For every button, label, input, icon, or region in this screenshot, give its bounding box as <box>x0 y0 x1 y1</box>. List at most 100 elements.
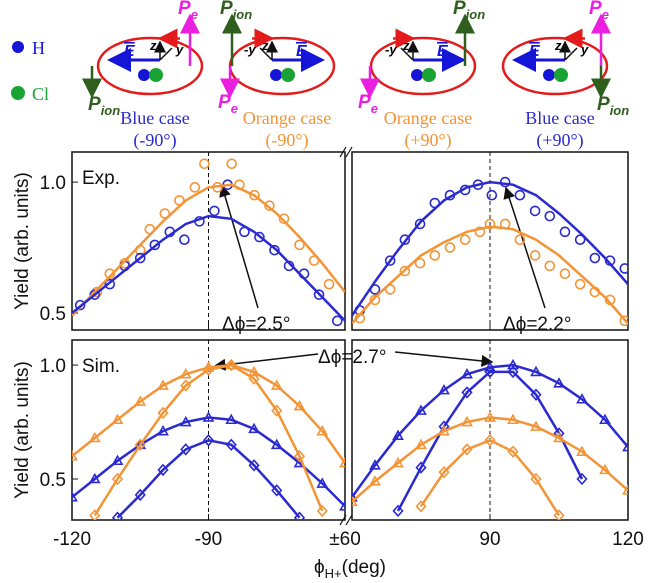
data-point <box>316 425 329 436</box>
data-point <box>91 286 103 298</box>
cl-atom <box>422 68 436 82</box>
pion-label-subscript: ion <box>610 103 630 118</box>
data-point <box>111 511 124 520</box>
data-point <box>369 459 381 470</box>
data-point <box>438 383 450 395</box>
data-point <box>574 278 586 290</box>
x-axis-title-part: ϕ <box>314 557 325 578</box>
x-tick-label: 120 <box>612 529 644 550</box>
data-point <box>399 265 411 277</box>
data-point <box>278 213 290 225</box>
pe-label-subscript: e <box>231 101 238 116</box>
panel-label: Exp. <box>82 168 120 189</box>
case-name: Orange case <box>243 108 331 128</box>
series-group <box>352 176 628 327</box>
data-point <box>576 393 588 404</box>
data-point <box>399 234 411 245</box>
data-point <box>270 438 283 450</box>
data-point <box>369 294 381 306</box>
data-point <box>414 257 426 269</box>
data-point <box>553 509 565 520</box>
e-field-label: E <box>296 43 308 60</box>
pe-label: Pe <box>178 0 198 22</box>
data-point <box>157 406 169 420</box>
data-point <box>134 395 147 406</box>
data-point <box>529 205 541 217</box>
x-axis-title-part: H+ <box>325 566 342 581</box>
y-axis <box>564 47 578 61</box>
y-axis <box>400 47 414 61</box>
data-point <box>352 495 358 507</box>
data-point <box>209 205 220 217</box>
pion-label-symbol: P <box>88 94 101 115</box>
pion-label-symbol: P <box>597 94 610 115</box>
data-point <box>544 210 556 222</box>
y-label: -y <box>244 42 256 57</box>
pe-label-subscript: e <box>191 7 198 22</box>
fit-line <box>352 180 628 317</box>
y-tick-label: 1.0 <box>40 173 66 194</box>
z-label: z <box>402 38 410 53</box>
data-point <box>111 472 124 486</box>
data-point <box>180 443 192 456</box>
pion-label: Pion <box>220 0 252 22</box>
data-point <box>530 420 542 431</box>
data-point <box>189 182 201 193</box>
data-point <box>271 404 283 417</box>
h-label: H <box>32 38 45 58</box>
x-axis-title: ϕH+(deg) <box>314 557 386 581</box>
y-tick-label: 0.5 <box>40 304 66 325</box>
data-point <box>313 289 325 300</box>
e-field-label: E <box>529 43 541 60</box>
data-point <box>88 431 101 443</box>
pion-label-symbol: P <box>220 0 233 19</box>
data-point <box>514 189 526 201</box>
data-point <box>179 415 192 427</box>
data-point <box>438 425 450 436</box>
pion-label: Pion <box>453 0 485 22</box>
y-label: y <box>580 42 589 57</box>
data-point <box>88 472 101 484</box>
case-name: Blue case <box>525 108 594 128</box>
fit-line <box>72 416 345 508</box>
data-point <box>248 459 260 472</box>
data-point <box>507 445 519 458</box>
data-point <box>199 158 210 170</box>
data-point <box>134 438 146 452</box>
fit-line <box>72 363 345 464</box>
cl-atom <box>554 68 568 82</box>
e-field-label: E <box>437 43 449 60</box>
pe-label: Pe <box>358 92 378 116</box>
h-atom <box>270 69 282 81</box>
data-point <box>323 278 335 290</box>
orbit-ellipse <box>501 36 609 96</box>
axis-breaks <box>339 146 353 526</box>
h-atom <box>138 69 150 81</box>
data-point <box>104 278 116 290</box>
pion-label-subscript: ion <box>101 103 121 118</box>
x-tick-label: 90 <box>479 529 500 550</box>
data-point <box>484 434 496 447</box>
data-point <box>486 189 498 201</box>
data-point <box>622 440 628 452</box>
z-label: z <box>261 38 269 53</box>
data-point <box>264 200 275 211</box>
annotation: Δϕ=2.2° <box>503 314 571 335</box>
data-point <box>202 434 215 447</box>
data-point <box>553 377 565 388</box>
case-angle: (-90°) <box>265 130 308 151</box>
data-point <box>72 491 78 502</box>
h-atom-icon <box>12 41 24 53</box>
pe-label: Pe <box>218 92 238 116</box>
data-point <box>134 488 146 502</box>
pe-label-symbol: P <box>589 0 602 19</box>
data-point <box>159 208 171 219</box>
data-point <box>225 358 237 372</box>
case-angle: (-90°) <box>133 130 176 151</box>
data-point <box>544 260 556 272</box>
pe-label-symbol: P <box>218 92 231 113</box>
data-point <box>619 315 628 327</box>
fit-line <box>93 363 324 517</box>
case-angle: (+90°) <box>404 130 451 151</box>
